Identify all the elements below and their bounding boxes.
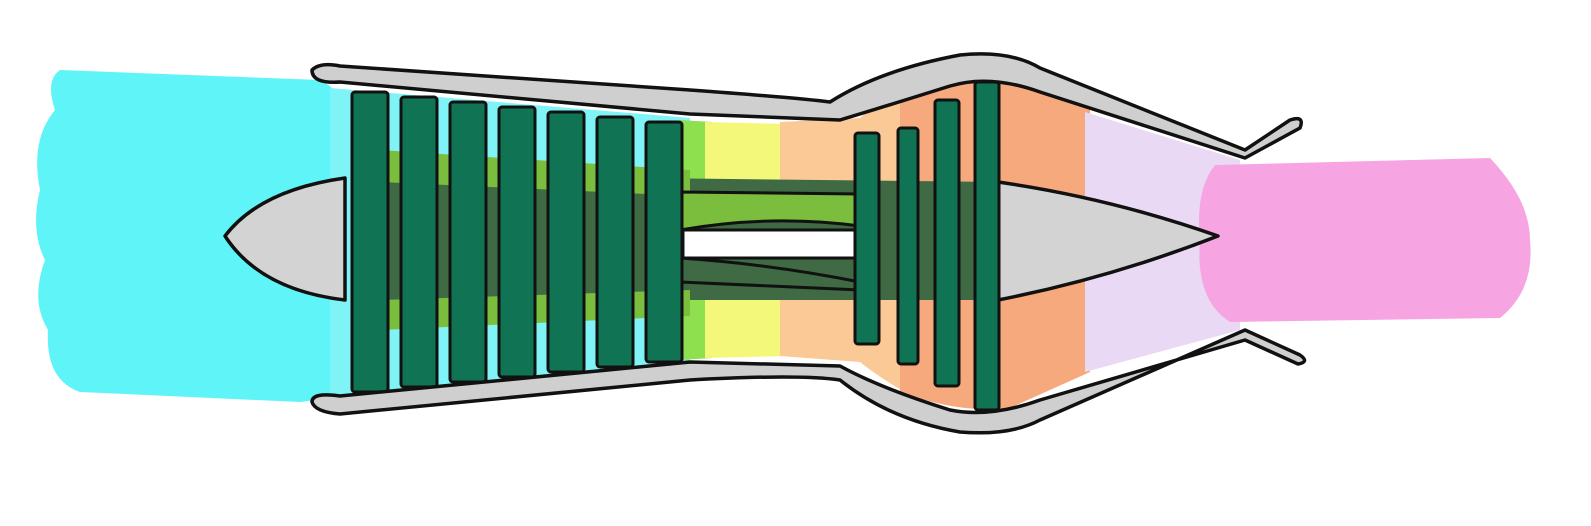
compressor-blade-group — [350, 90, 684, 394]
compressor-blade — [644, 120, 684, 364]
casing-bottom — [310, 328, 1307, 435]
compressor-blade — [497, 105, 537, 379]
intake-airflow — [36, 70, 345, 402]
compressor-blade — [546, 110, 586, 374]
compressor-blade — [448, 100, 488, 384]
exhaust-plume — [1199, 158, 1531, 322]
turbine-blade — [973, 80, 1001, 412]
compressor-blade — [350, 90, 390, 394]
compressor-blade — [595, 115, 635, 369]
turbine-blade-group — [853, 80, 1001, 412]
nose-cone — [223, 176, 347, 302]
compressor-blade — [399, 95, 439, 389]
tail-cone — [996, 180, 1220, 302]
turbine-blade — [896, 126, 920, 366]
casing-top — [310, 52, 1303, 160]
turbine-blade — [933, 98, 961, 388]
turbine-blade — [853, 131, 881, 346]
intake-air-cloud — [36, 70, 345, 402]
shaft-center-gap — [681, 228, 860, 260]
